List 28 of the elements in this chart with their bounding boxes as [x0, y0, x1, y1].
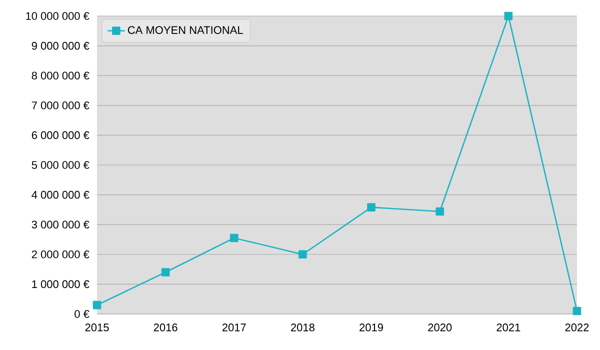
y-tick-label: 1 000 000 € [32, 280, 90, 288]
y-tick-label: 10 000 000 € [26, 12, 90, 20]
y-tick-label: 5 000 000 € [32, 161, 90, 169]
y-tick-label: 2 000 000 € [32, 250, 90, 258]
point [230, 234, 238, 242]
x-tick-label: 2018 [291, 324, 314, 332]
point [298, 250, 307, 259]
x-tick-label: 2019 [360, 324, 383, 332]
y-tick-label: 6 000 000 € [32, 131, 90, 140]
y-tick-label: 4 000 000 € [32, 190, 90, 199]
y-tick-label: 0 € [74, 310, 90, 318]
point [92, 300, 102, 310]
x-tick-label: 2015 [85, 324, 109, 332]
x-tick-label: 2020 [428, 324, 452, 332]
x-tick-label: 2017 [222, 324, 246, 332]
x-tick-label: 2022 [565, 324, 589, 332]
point [436, 207, 444, 216]
legend-label: CA MOYEN NATIONAL [128, 26, 243, 34]
point [572, 306, 582, 316]
x-tick-label: 2016 [154, 324, 178, 332]
y-tick-label: 7 000 000 € [32, 102, 90, 110]
y-tick-label: 3 000 000 € [32, 220, 90, 228]
x-tick-label: 2021 [496, 324, 520, 332]
point [161, 268, 170, 276]
point [367, 203, 376, 212]
y-tick-label: 8 000 000 € [32, 72, 90, 80]
point [504, 12, 513, 20]
y-tick-label: 9 000 000 € [32, 42, 90, 50]
